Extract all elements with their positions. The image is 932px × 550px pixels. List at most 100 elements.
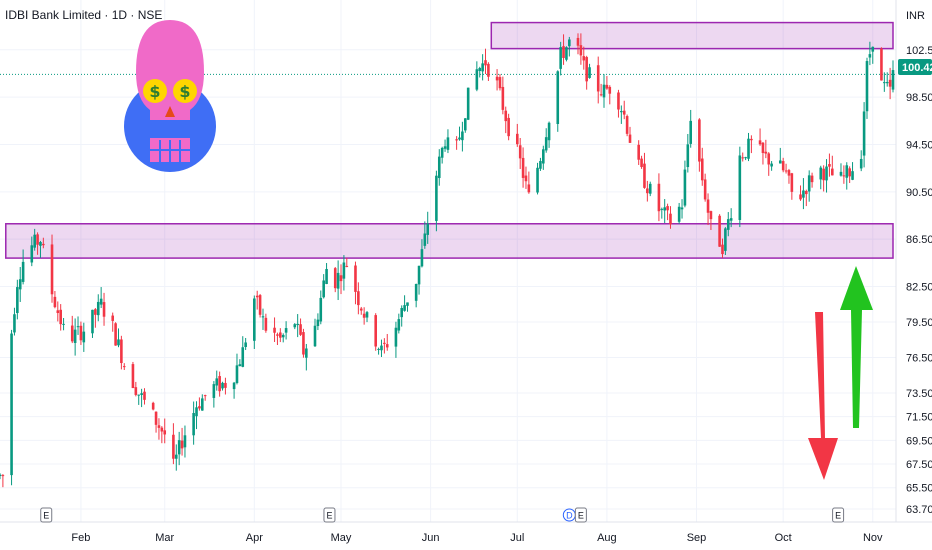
candle[interactable]: [778, 147, 782, 164]
candle[interactable]: [377, 347, 380, 355]
candle[interactable]: [842, 165, 846, 184]
candle[interactable]: [637, 140, 640, 165]
candle[interactable]: [426, 211, 430, 244]
candle[interactable]: [498, 74, 502, 91]
candle[interactable]: [406, 302, 409, 312]
candle[interactable]: [721, 238, 724, 258]
candle[interactable]: [134, 381, 138, 397]
candle[interactable]: [865, 57, 869, 119]
candle[interactable]: [423, 221, 427, 249]
candle[interactable]: [21, 249, 25, 285]
earnings-marker[interactable]: E: [40, 507, 53, 523]
candle[interactable]: [859, 150, 863, 172]
candle[interactable]: [279, 328, 282, 343]
candle[interactable]: [397, 313, 401, 334]
candle[interactable]: [362, 307, 366, 325]
candle[interactable]: [481, 54, 484, 81]
candle[interactable]: [151, 401, 155, 411]
candle[interactable]: [646, 180, 649, 202]
candle[interactable]: [608, 85, 612, 105]
candle[interactable]: [42, 237, 45, 249]
candle[interactable]: [831, 155, 834, 176]
candle[interactable]: [293, 323, 297, 330]
candle[interactable]: [322, 274, 325, 299]
candle[interactable]: [825, 159, 828, 193]
candle[interactable]: [848, 166, 851, 184]
price-axis[interactable]: 102.50 98.50 94.50 90.50 86.50 82.50 79.50 76.5…: [906, 45, 932, 516]
candle[interactable]: [790, 172, 794, 200]
candle[interactable]: [177, 431, 181, 466]
candle[interactable]: [585, 55, 588, 90]
candle[interactable]: [435, 170, 438, 232]
candle[interactable]: [18, 267, 22, 302]
candle[interactable]: [198, 397, 201, 411]
candle[interactable]: [91, 309, 94, 338]
candle[interactable]: [542, 145, 545, 170]
candle[interactable]: [114, 322, 117, 346]
candle[interactable]: [53, 290, 57, 309]
candle[interactable]: [195, 401, 198, 430]
candle[interactable]: [657, 173, 661, 222]
candle[interactable]: [518, 137, 522, 169]
candle[interactable]: [643, 152, 646, 189]
candle[interactable]: [495, 69, 499, 91]
candle[interactable]: [845, 162, 849, 190]
candle[interactable]: [891, 60, 895, 93]
dividend-marker[interactable]: D: [562, 508, 576, 522]
candle[interactable]: [562, 34, 565, 65]
candle[interactable]: [443, 139, 447, 152]
candle[interactable]: [669, 206, 672, 229]
candle[interactable]: [33, 228, 36, 251]
candle[interactable]: [394, 321, 398, 358]
candle[interactable]: [588, 63, 591, 79]
candle[interactable]: [180, 427, 184, 456]
candle[interactable]: [683, 160, 687, 208]
candle[interactable]: [677, 202, 681, 224]
candle[interactable]: [313, 318, 317, 347]
candle[interactable]: [883, 72, 886, 92]
earnings-marker[interactable]: E: [832, 507, 845, 523]
candle[interactable]: [781, 157, 785, 173]
candle[interactable]: [325, 263, 328, 285]
candle[interactable]: [400, 305, 404, 327]
candle[interactable]: [374, 313, 377, 351]
candle[interactable]: [880, 47, 883, 81]
candle[interactable]: [417, 265, 421, 295]
candle[interactable]: [39, 240, 42, 258]
candle[interactable]: [544, 128, 548, 153]
candle[interactable]: [605, 76, 609, 90]
candle[interactable]: [383, 338, 386, 354]
candle[interactable]: [504, 106, 508, 134]
candle[interactable]: [302, 328, 305, 358]
candle[interactable]: [316, 313, 320, 331]
candle[interactable]: [527, 171, 531, 194]
candle[interactable]: [446, 129, 450, 154]
candle[interactable]: [802, 178, 805, 210]
candle[interactable]: [680, 199, 684, 219]
candle[interactable]: [235, 353, 239, 385]
earnings-marker[interactable]: E: [574, 507, 587, 523]
candles[interactable]: [0, 33, 895, 488]
candle[interactable]: [117, 328, 120, 348]
candle[interactable]: [111, 312, 115, 332]
candle[interactable]: [458, 126, 461, 141]
candle[interactable]: [862, 102, 866, 168]
earnings-marker[interactable]: E: [323, 507, 336, 523]
candle[interactable]: [99, 287, 103, 309]
candle[interactable]: [625, 114, 629, 137]
candle[interactable]: [255, 290, 259, 310]
candle[interactable]: [440, 146, 444, 164]
candle[interactable]: [466, 87, 470, 121]
candle[interactable]: [273, 317, 276, 342]
candle[interactable]: [218, 371, 221, 397]
candle[interactable]: [244, 337, 247, 351]
candle[interactable]: [700, 147, 704, 186]
candle[interactable]: [706, 193, 710, 226]
candle[interactable]: [253, 295, 256, 349]
candle[interactable]: [784, 163, 788, 174]
candle[interactable]: [333, 266, 337, 293]
candle[interactable]: [556, 70, 560, 132]
candle[interactable]: [599, 83, 603, 97]
candle[interactable]: [143, 388, 146, 405]
